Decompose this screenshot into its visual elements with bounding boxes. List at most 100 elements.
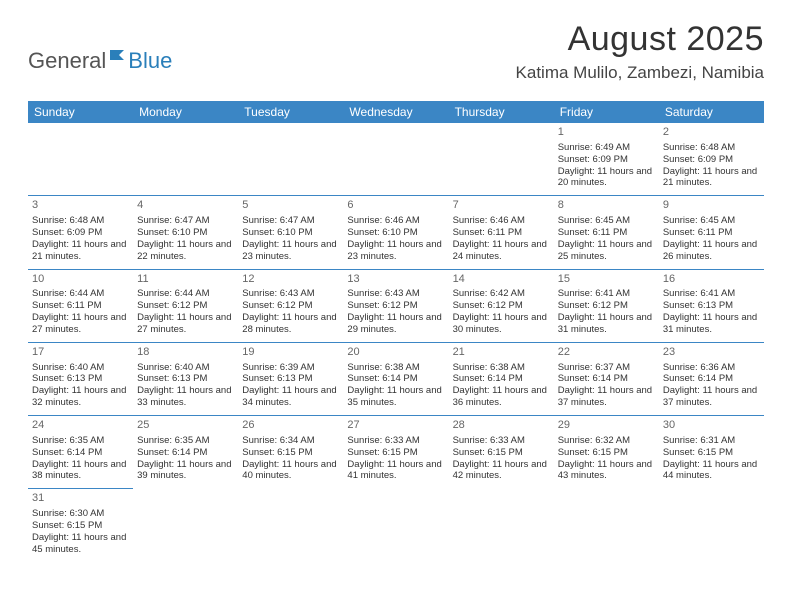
daylight-line: Daylight: 11 hours and 32 minutes. — [32, 385, 129, 409]
calendar-cell: 10Sunrise: 6:44 AMSunset: 6:11 PMDayligh… — [28, 269, 133, 342]
day-number: 15 — [558, 273, 655, 287]
day-number: 2 — [663, 126, 760, 140]
calendar-cell: 20Sunrise: 6:38 AMSunset: 6:14 PMDayligh… — [343, 342, 448, 415]
day-number: 25 — [137, 419, 234, 433]
calendar-row: 10Sunrise: 6:44 AMSunset: 6:11 PMDayligh… — [28, 269, 764, 342]
daylight-line: Daylight: 11 hours and 21 minutes. — [32, 239, 129, 263]
calendar-cell: 8Sunrise: 6:45 AMSunset: 6:11 PMDaylight… — [554, 196, 659, 269]
calendar-cell: 18Sunrise: 6:40 AMSunset: 6:13 PMDayligh… — [133, 342, 238, 415]
calendar-cell: 26Sunrise: 6:34 AMSunset: 6:15 PMDayligh… — [238, 416, 343, 489]
calendar-row: 17Sunrise: 6:40 AMSunset: 6:13 PMDayligh… — [28, 342, 764, 415]
calendar-cell: 14Sunrise: 6:42 AMSunset: 6:12 PMDayligh… — [449, 269, 554, 342]
daylight-line: Daylight: 11 hours and 26 minutes. — [663, 239, 760, 263]
sunset-line: Sunset: 6:15 PM — [347, 447, 444, 459]
sunset-line: Sunset: 6:15 PM — [558, 447, 655, 459]
day-number: 27 — [347, 419, 444, 433]
sunset-line: Sunset: 6:14 PM — [558, 373, 655, 385]
day-number: 29 — [558, 419, 655, 433]
day-number: 22 — [558, 346, 655, 360]
daylight-line: Daylight: 11 hours and 22 minutes. — [137, 239, 234, 263]
logo: General Blue — [28, 48, 172, 74]
calendar-cell: 3Sunrise: 6:48 AMSunset: 6:09 PMDaylight… — [28, 196, 133, 269]
calendar-row: 24Sunrise: 6:35 AMSunset: 6:14 PMDayligh… — [28, 416, 764, 489]
sunrise-line: Sunrise: 6:47 AM — [137, 215, 234, 227]
sunset-line: Sunset: 6:09 PM — [32, 227, 129, 239]
location: Katima Mulilo, Zambezi, Namibia — [516, 63, 764, 83]
calendar-cell-empty — [28, 123, 133, 196]
sunset-line: Sunset: 6:14 PM — [663, 373, 760, 385]
day-number: 28 — [453, 419, 550, 433]
sunrise-line: Sunrise: 6:47 AM — [242, 215, 339, 227]
sunrise-line: Sunrise: 6:43 AM — [242, 288, 339, 300]
sunset-line: Sunset: 6:14 PM — [453, 373, 550, 385]
sunrise-line: Sunrise: 6:44 AM — [32, 288, 129, 300]
calendar-cell-empty — [554, 489, 659, 562]
daylight-line: Daylight: 11 hours and 28 minutes. — [242, 312, 339, 336]
title-block: August 2025 Katima Mulilo, Zambezi, Nami… — [516, 20, 764, 83]
sunrise-line: Sunrise: 6:39 AM — [242, 362, 339, 374]
calendar-cell-empty — [238, 123, 343, 196]
sunset-line: Sunset: 6:15 PM — [453, 447, 550, 459]
sunrise-line: Sunrise: 6:31 AM — [663, 435, 760, 447]
calendar-cell: 28Sunrise: 6:33 AMSunset: 6:15 PMDayligh… — [449, 416, 554, 489]
calendar-cell: 31Sunrise: 6:30 AMSunset: 6:15 PMDayligh… — [28, 489, 133, 562]
daylight-line: Daylight: 11 hours and 41 minutes. — [347, 459, 444, 483]
calendar-cell: 21Sunrise: 6:38 AMSunset: 6:14 PMDayligh… — [449, 342, 554, 415]
sunrise-line: Sunrise: 6:45 AM — [558, 215, 655, 227]
day-number: 4 — [137, 199, 234, 213]
calendar-cell-empty — [659, 489, 764, 562]
sunset-line: Sunset: 6:13 PM — [242, 373, 339, 385]
calendar-cell-empty — [343, 123, 448, 196]
sunrise-line: Sunrise: 6:34 AM — [242, 435, 339, 447]
sunrise-line: Sunrise: 6:35 AM — [137, 435, 234, 447]
day-number: 17 — [32, 346, 129, 360]
daylight-line: Daylight: 11 hours and 27 minutes. — [137, 312, 234, 336]
day-number: 1 — [558, 126, 655, 140]
calendar-body: 1Sunrise: 6:49 AMSunset: 6:09 PMDaylight… — [28, 123, 764, 562]
sunset-line: Sunset: 6:10 PM — [242, 227, 339, 239]
sunrise-line: Sunrise: 6:33 AM — [453, 435, 550, 447]
sunrise-line: Sunrise: 6:37 AM — [558, 362, 655, 374]
day-number: 19 — [242, 346, 339, 360]
calendar-table: SundayMondayTuesdayWednesdayThursdayFrid… — [28, 101, 764, 562]
daylight-line: Daylight: 11 hours and 31 minutes. — [558, 312, 655, 336]
day-number: 30 — [663, 419, 760, 433]
calendar-cell-empty — [449, 123, 554, 196]
calendar-cell: 29Sunrise: 6:32 AMSunset: 6:15 PMDayligh… — [554, 416, 659, 489]
daylight-line: Daylight: 11 hours and 36 minutes. — [453, 385, 550, 409]
calendar-cell: 4Sunrise: 6:47 AMSunset: 6:10 PMDaylight… — [133, 196, 238, 269]
day-number: 9 — [663, 199, 760, 213]
weekday-header: Saturday — [659, 101, 764, 123]
daylight-line: Daylight: 11 hours and 34 minutes. — [242, 385, 339, 409]
daylight-line: Daylight: 11 hours and 29 minutes. — [347, 312, 444, 336]
sunset-line: Sunset: 6:13 PM — [137, 373, 234, 385]
sunrise-line: Sunrise: 6:30 AM — [32, 508, 129, 520]
calendar-cell-empty — [238, 489, 343, 562]
sunrise-line: Sunrise: 6:49 AM — [558, 142, 655, 154]
weekday-header: Monday — [133, 101, 238, 123]
sunrise-line: Sunrise: 6:48 AM — [32, 215, 129, 227]
logo-text-blue: Blue — [128, 48, 172, 74]
daylight-line: Daylight: 11 hours and 31 minutes. — [663, 312, 760, 336]
logo-text-general: General — [28, 48, 106, 74]
calendar-cell: 19 Sunrise: 6:39 AMSunset: 6:13 PMDayligh… — [238, 342, 343, 415]
daylight-line: Daylight: 11 hours and 30 minutes. — [453, 312, 550, 336]
sunset-line: Sunset: 6:10 PM — [347, 227, 444, 239]
day-number: 5 — [242, 199, 339, 213]
daylight-line: Daylight: 11 hours and 39 minutes. — [137, 459, 234, 483]
calendar-cell: 30Sunrise: 6:31 AMSunset: 6:15 PMDayligh… — [659, 416, 764, 489]
daylight-line: Daylight: 11 hours and 43 minutes. — [558, 459, 655, 483]
sunrise-line: Sunrise: 6:35 AM — [32, 435, 129, 447]
daylight-line: Daylight: 11 hours and 35 minutes. — [347, 385, 444, 409]
calendar-cell: 9Sunrise: 6:45 AMSunset: 6:11 PMDaylight… — [659, 196, 764, 269]
sunset-line: Sunset: 6:13 PM — [32, 373, 129, 385]
daylight-line: Daylight: 11 hours and 40 minutes. — [242, 459, 339, 483]
sunset-line: Sunset: 6:09 PM — [663, 154, 760, 166]
sunrise-line: Sunrise: 6:41 AM — [558, 288, 655, 300]
sunrise-line: Sunrise: 6:38 AM — [347, 362, 444, 374]
weekday-header: Tuesday — [238, 101, 343, 123]
sunrise-line: Sunrise: 6:48 AM — [663, 142, 760, 154]
sunrise-line: Sunrise: 6:42 AM — [453, 288, 550, 300]
sunrise-line: Sunrise: 6:41 AM — [663, 288, 760, 300]
day-number: 13 — [347, 273, 444, 287]
